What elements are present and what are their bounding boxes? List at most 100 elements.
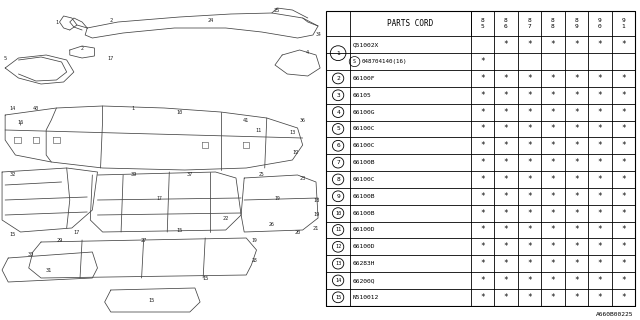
- Text: *: *: [574, 74, 579, 83]
- Text: *: *: [574, 226, 579, 235]
- Text: PARTS CORD: PARTS CORD: [387, 19, 433, 28]
- Text: 6: 6: [504, 24, 508, 29]
- Text: 40: 40: [33, 106, 39, 110]
- Text: *: *: [480, 242, 484, 251]
- Text: *: *: [527, 91, 532, 100]
- Text: *: *: [527, 209, 532, 218]
- Text: 66100B: 66100B: [353, 160, 376, 165]
- Text: 3: 3: [336, 93, 340, 98]
- Text: 34: 34: [315, 33, 321, 37]
- Text: *: *: [480, 141, 484, 150]
- Text: 4: 4: [336, 110, 340, 115]
- Text: *: *: [550, 74, 556, 83]
- Text: 25: 25: [259, 172, 264, 178]
- Text: *: *: [504, 40, 508, 49]
- Text: 8: 8: [504, 18, 508, 23]
- Text: *: *: [598, 108, 602, 116]
- Text: *: *: [621, 259, 626, 268]
- Text: 8: 8: [527, 18, 531, 23]
- Text: *: *: [504, 293, 508, 302]
- Text: *: *: [621, 293, 626, 302]
- Text: *: *: [550, 108, 556, 116]
- Text: N510012: N510012: [353, 295, 380, 300]
- Text: 66100B: 66100B: [353, 194, 376, 199]
- Text: *: *: [480, 57, 484, 66]
- Text: *: *: [621, 158, 626, 167]
- Text: *: *: [504, 74, 508, 83]
- Text: *: *: [527, 276, 532, 285]
- Text: *: *: [598, 91, 602, 100]
- Text: 4: 4: [307, 50, 309, 54]
- Text: *: *: [574, 259, 579, 268]
- Text: 12: 12: [292, 149, 299, 155]
- Text: *: *: [550, 91, 556, 100]
- Text: *: *: [504, 242, 508, 251]
- Text: *: *: [574, 91, 579, 100]
- Text: *: *: [504, 226, 508, 235]
- Text: *: *: [621, 40, 626, 49]
- Text: 1: 1: [336, 51, 340, 56]
- Text: 8: 8: [551, 18, 555, 23]
- Text: 2: 2: [109, 18, 113, 22]
- Text: 19: 19: [313, 212, 319, 218]
- Text: 23: 23: [300, 175, 306, 180]
- Text: *: *: [621, 209, 626, 218]
- Text: *: *: [574, 108, 579, 116]
- Text: *: *: [550, 242, 556, 251]
- Text: *: *: [598, 40, 602, 49]
- Text: 66100D: 66100D: [353, 244, 376, 249]
- Text: *: *: [550, 158, 556, 167]
- Text: 9: 9: [621, 18, 625, 23]
- Text: *: *: [527, 40, 532, 49]
- Text: 24: 24: [207, 18, 214, 22]
- Text: 9: 9: [598, 18, 602, 23]
- Text: 1: 1: [55, 20, 58, 25]
- Text: 27: 27: [141, 237, 147, 243]
- Text: *: *: [480, 91, 484, 100]
- Text: *: *: [574, 293, 579, 302]
- Text: 11: 11: [255, 127, 262, 132]
- Text: *: *: [527, 108, 532, 116]
- Text: *: *: [527, 158, 532, 167]
- Text: *: *: [621, 175, 626, 184]
- Text: *: *: [550, 141, 556, 150]
- Text: *: *: [480, 276, 484, 285]
- Text: *: *: [621, 108, 626, 116]
- Text: 9: 9: [575, 24, 579, 29]
- Text: *: *: [480, 209, 484, 218]
- Text: *: *: [621, 226, 626, 235]
- Text: *: *: [527, 259, 532, 268]
- Text: *: *: [550, 192, 556, 201]
- Text: 66100C: 66100C: [353, 177, 376, 182]
- Text: 8: 8: [551, 24, 555, 29]
- Text: *: *: [621, 192, 626, 201]
- Text: *: *: [527, 226, 532, 235]
- Text: *: *: [598, 259, 602, 268]
- Text: 7: 7: [527, 24, 531, 29]
- Text: *: *: [480, 293, 484, 302]
- Text: *: *: [550, 209, 556, 218]
- Text: 66100B: 66100B: [353, 211, 376, 216]
- Text: 28: 28: [252, 258, 257, 262]
- Text: *: *: [598, 141, 602, 150]
- Text: 19: 19: [274, 196, 280, 201]
- Text: *: *: [621, 124, 626, 133]
- Text: *: *: [480, 226, 484, 235]
- Text: 41: 41: [243, 117, 250, 123]
- Text: *: *: [504, 108, 508, 116]
- Text: 20: 20: [294, 230, 301, 236]
- Text: 31: 31: [46, 268, 52, 273]
- Text: *: *: [598, 276, 602, 285]
- Text: *: *: [550, 40, 556, 49]
- Text: *: *: [527, 175, 532, 184]
- Text: 66100G: 66100G: [353, 110, 376, 115]
- Text: 0: 0: [598, 24, 602, 29]
- Text: 30: 30: [28, 252, 34, 258]
- Text: 15: 15: [202, 276, 209, 281]
- Text: 9: 9: [336, 194, 340, 199]
- Text: *: *: [550, 124, 556, 133]
- Text: 14: 14: [9, 106, 15, 110]
- Text: 17: 17: [108, 55, 114, 60]
- Text: 39: 39: [131, 172, 136, 178]
- Text: 66100F: 66100F: [353, 76, 376, 81]
